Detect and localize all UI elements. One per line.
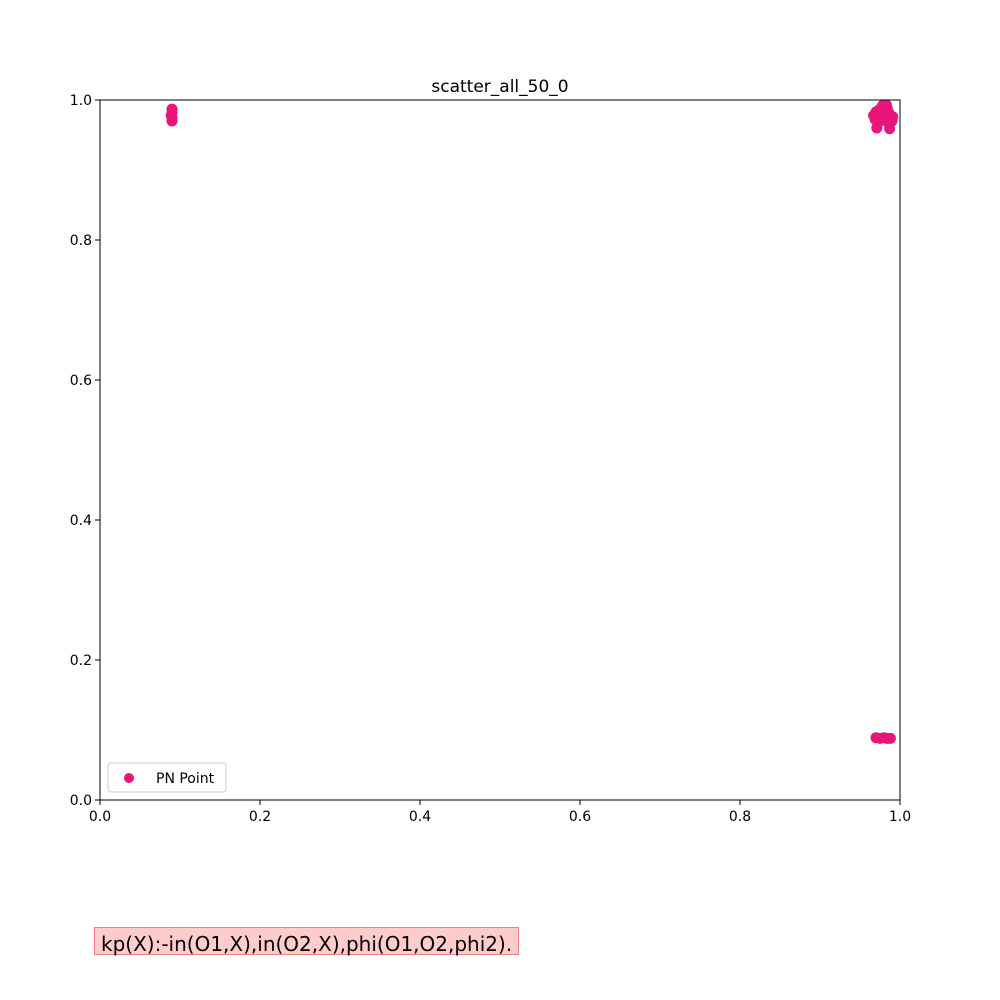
- rule-caption: kp(X):-in(O1,X),in(O2,X),phi(O1,O2,phi2)…: [94, 927, 520, 956]
- y-tick-label: 0.6: [70, 373, 92, 389]
- legend-box: [107, 762, 227, 793]
- scatter-point: [165, 109, 177, 121]
- scatter-point: [883, 114, 895, 126]
- points-layer: [165, 99, 899, 744]
- y-tick-label: 0.4: [70, 513, 92, 529]
- scatter-point: [884, 123, 896, 135]
- x-tick-label: 0.8: [729, 809, 751, 825]
- y-tick-label: 0.2: [70, 653, 92, 669]
- y-tick-label: 1.0: [70, 93, 92, 109]
- plot-frame: [99, 99, 901, 801]
- legend-marker: [124, 773, 134, 783]
- legend-label: PN Point: [156, 771, 215, 787]
- chart-title: scatter_all_50_0: [431, 77, 568, 97]
- x-tick-label: 0.2: [249, 809, 271, 825]
- scatter-point: [884, 732, 896, 744]
- x-tick-label: 1.0: [889, 809, 911, 825]
- legend: PN Point: [107, 762, 227, 793]
- y-axis: 0.0 0.2 0.4 0.6 0.8 1.0: [70, 93, 100, 809]
- x-tick-label: 0.4: [409, 809, 431, 825]
- y-tick-label: 0.0: [70, 793, 92, 809]
- x-tick-label: 0.6: [569, 809, 591, 825]
- x-axis: 0.0 0.2 0.4 0.6 0.8 1.0: [89, 800, 911, 825]
- y-tick-label: 0.8: [70, 233, 92, 249]
- scatter-point: [880, 102, 892, 114]
- x-tick-label: 0.0: [89, 809, 111, 825]
- scatter-point: [869, 114, 881, 126]
